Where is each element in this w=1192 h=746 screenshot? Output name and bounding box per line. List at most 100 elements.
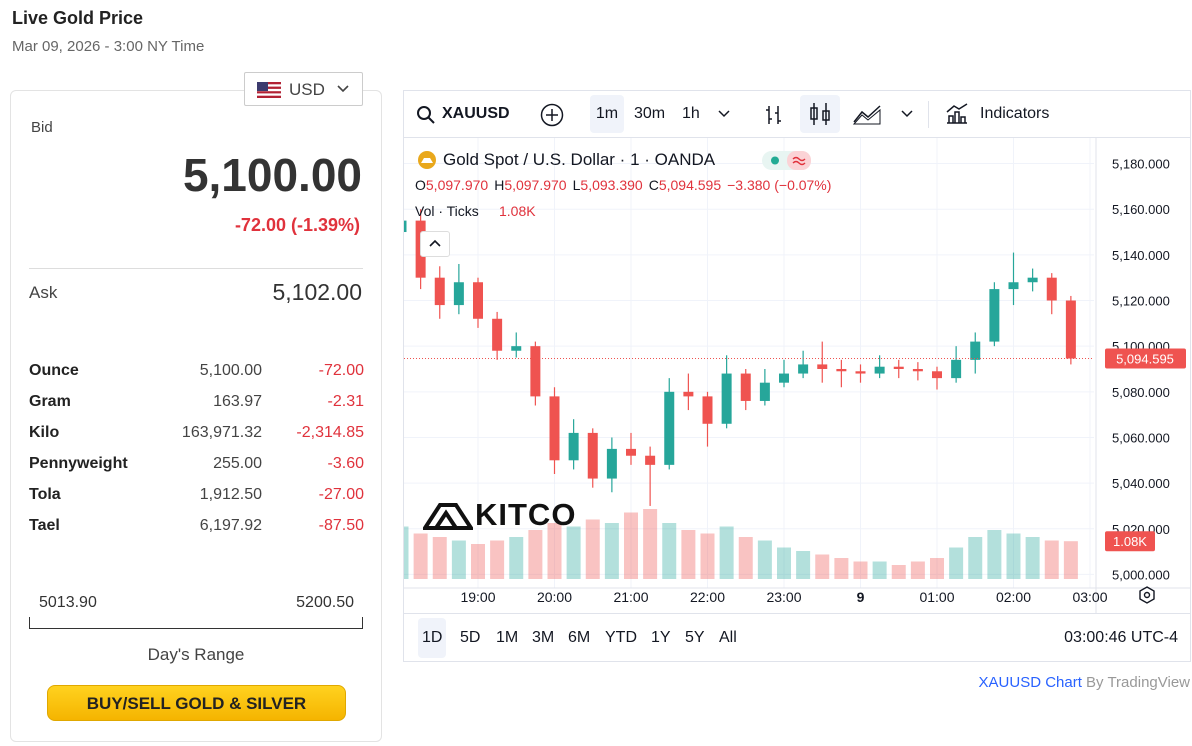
y-tick-label: 5,000.000 <box>1112 567 1170 582</box>
clock: 03:00:46 UTC-4 <box>1064 629 1178 646</box>
volume-bar <box>796 551 811 579</box>
range-button[interactable]: All <box>719 629 737 646</box>
candle-body <box>817 364 828 369</box>
range-button[interactable]: 6M <box>568 629 591 646</box>
x-tick-label: 03:00 <box>1072 589 1107 605</box>
settings-icon[interactable] <box>1138 586 1156 604</box>
ohlc: O5,097.970 H5,097.970 L5,093.390 C5,094.595… <box>415 177 831 193</box>
status-badge <box>762 151 811 170</box>
volume-bar <box>738 537 753 579</box>
ohlc-value: 5,097.970 <box>504 177 567 193</box>
volume-bar <box>834 558 849 579</box>
volume-bar <box>719 526 734 579</box>
volume-bar <box>987 530 1002 579</box>
volume-bar <box>547 523 562 579</box>
range-button[interactable]: YTD <box>605 629 637 646</box>
unit-price: 6,197.92 <box>199 517 262 534</box>
unit-change: -2.31 <box>327 393 364 410</box>
candles-button[interactable] <box>800 95 840 133</box>
ask-label: Ask <box>29 283 58 302</box>
interval[interactable]: 30m <box>634 105 666 122</box>
unit-change: -3.60 <box>327 455 364 472</box>
candle-body <box>453 282 464 306</box>
chevron[interactable] <box>901 110 913 118</box>
ohlc-key: H <box>494 177 505 193</box>
candle-body <box>855 371 866 374</box>
interval[interactable]: 1h <box>682 105 700 122</box>
volume-bar <box>853 561 868 579</box>
range-label: Day's Range <box>147 645 245 664</box>
volume-bar <box>930 558 944 579</box>
volume-bar <box>1025 537 1040 579</box>
quote-card <box>10 90 382 742</box>
chart-widget: XAUUSD 1m 30m 1h Indicators 5,000.000 5,0… <box>403 90 1191 662</box>
unit-change: -2,314.85 <box>296 424 364 441</box>
unit-name: Kilo <box>29 424 60 441</box>
candle-body <box>645 455 656 465</box>
indicators[interactable]: Indicators <box>980 105 1050 122</box>
page-title: Live Gold Price <box>12 8 144 28</box>
range-button[interactable]: 1D <box>418 618 447 658</box>
volume-bar <box>757 540 772 579</box>
volume-bar <box>777 547 791 579</box>
unit-price: 163.97 <box>213 393 262 410</box>
ohlc-key: L <box>572 177 581 193</box>
area-icon[interactable] <box>852 102 884 126</box>
volume-badge <box>1105 531 1155 552</box>
volume-bar <box>528 530 543 579</box>
candle-body <box>740 373 751 401</box>
y-tick-label: 5,060.000 <box>1112 430 1170 445</box>
ohlc-key: O <box>415 177 426 193</box>
range-button[interactable]: 1Y <box>651 629 671 646</box>
collapse-button[interactable] <box>420 231 450 257</box>
currency: USD <box>289 80 325 99</box>
bars-icon[interactable] <box>762 103 786 127</box>
range-button[interactable]: 5Y <box>685 629 705 646</box>
volume-bar <box>815 554 830 579</box>
candle-body <box>664 391 675 465</box>
bottom-border <box>404 613 1190 614</box>
candle-body <box>874 366 885 374</box>
y-tick-label: 5,120.000 <box>1112 294 1170 309</box>
volume-bar <box>413 533 428 579</box>
unit-name: Pennyweight <box>29 455 128 472</box>
volume-bar <box>1063 541 1078 579</box>
volume-bar <box>585 519 600 579</box>
add-symbol[interactable] <box>540 103 564 127</box>
range-button[interactable]: 3M <box>532 629 555 646</box>
ohlc-value: 5,094.595 <box>658 177 722 193</box>
volume-bar <box>891 565 906 579</box>
last-price-badge <box>1105 348 1186 369</box>
x-tick-label: 22:00 <box>690 589 725 605</box>
candle-body <box>970 341 981 360</box>
buy-sell-button[interactable]: BUY/SELL GOLD & SILVER <box>47 685 346 721</box>
symbol[interactable]: XAUUSD <box>442 105 510 122</box>
kitco-mark <box>423 503 473 530</box>
x-tick-label: 20:00 <box>537 589 572 605</box>
range-button[interactable]: 5D <box>460 629 481 646</box>
indicators-icon[interactable] <box>944 102 970 126</box>
x-tick-label: 21:00 <box>613 589 648 605</box>
candle-body <box>530 346 541 397</box>
footer-link[interactable]: XAUUSD Chart <box>978 674 1082 691</box>
range-button[interactable]: 1M <box>496 629 519 646</box>
change: -72.00 (-1.39%) <box>234 215 360 235</box>
volume-bar <box>404 526 409 579</box>
bid: 5,100.00 <box>182 149 362 201</box>
chevron[interactable] <box>718 110 730 118</box>
currency-dropdown[interactable]: USD <box>244 72 363 106</box>
x-tick-label: 01:00 <box>919 589 954 605</box>
gold-icon <box>418 151 436 169</box>
volume-bar <box>968 537 983 579</box>
volume-bar <box>471 544 485 579</box>
candle-body <box>1027 277 1038 283</box>
kitco-logo: KITCO <box>475 497 577 532</box>
candle-body <box>587 432 598 479</box>
volume-bar <box>432 537 447 579</box>
search-icon[interactable] <box>416 105 436 125</box>
volume-bar <box>1006 533 1021 579</box>
candle-body <box>798 364 809 374</box>
us-flag <box>257 82 281 98</box>
range-bar <box>29 617 363 629</box>
interval[interactable]: 1m <box>590 95 624 133</box>
